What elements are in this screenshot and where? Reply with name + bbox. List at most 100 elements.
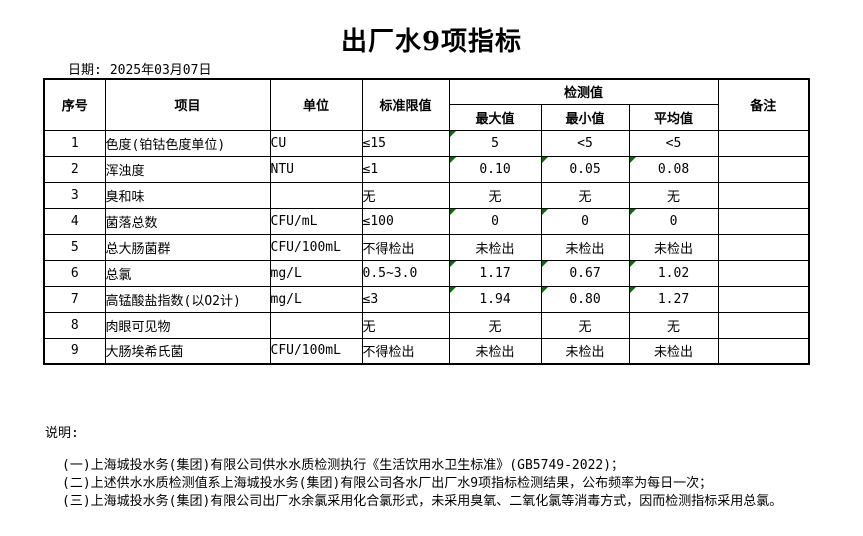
row-max-value-text: 未检出	[475, 241, 515, 257]
row-max-value-text: 0.10	[479, 161, 511, 177]
row-avg-value: 未检出	[628, 337, 719, 365]
row-seq-text: 9	[70, 343, 79, 359]
row-unit: mg/L	[269, 259, 363, 287]
row-max-value-text: 5	[491, 135, 499, 151]
text-number-flag-icon	[450, 209, 456, 215]
row-min-value-text: <5	[577, 135, 593, 151]
row-unit-text: CFU/mL	[270, 213, 318, 229]
row-max-value-text: 未检出	[475, 345, 515, 361]
row-seq-text: 1	[70, 135, 79, 151]
row-avg-value-text: 1.27	[657, 291, 690, 307]
row-limit-text: ≤15	[362, 135, 386, 151]
row-item-text: 总大肠菌群	[105, 241, 171, 257]
row-min-value-text: 0.05	[569, 161, 601, 177]
col-header-remark: 备注	[717, 78, 810, 131]
notes-heading: 说明:	[45, 426, 79, 441]
row-seq-text: 8	[70, 317, 79, 333]
row-seq: 7	[43, 285, 106, 313]
row-avg-value-text: 0.08	[657, 161, 690, 177]
col-header-max: 最大值	[448, 103, 542, 131]
row-seq: 3	[43, 181, 106, 209]
row-max-value-text: 无	[488, 319, 502, 335]
row-item-text: 大肠埃希氏菌	[105, 345, 184, 361]
row-avg-value: 未检出	[628, 233, 719, 261]
row-limit-text: 不得检出	[362, 345, 415, 361]
row-max-value: 未检出	[448, 337, 542, 365]
row-unit: CFU/100mL	[269, 337, 363, 365]
row-item-text: 总氯	[105, 267, 132, 283]
row-max-value: 1.94	[448, 285, 542, 313]
row-max-value: 未检出	[448, 233, 542, 261]
row-item-text: 菌落总数	[105, 215, 158, 231]
row-min-value: 未检出	[540, 337, 630, 365]
row-item: 高锰酸盐指数(以O2计)	[104, 285, 271, 313]
row-limit-text: 无	[362, 189, 376, 205]
text-number-flag-icon	[630, 157, 636, 163]
row-unit: CFU/mL	[269, 207, 363, 235]
row-limit-text: 0.5~3.0	[362, 265, 418, 281]
col-header-limit: 标准限值	[361, 78, 450, 131]
table-row: 6 总氯 mg/L 0.5~3.0 1.17 0.67 1.02	[43, 259, 810, 287]
text-number-flag-icon	[450, 287, 456, 293]
row-unit-text: NTU	[270, 161, 294, 177]
row-unit: NTU	[269, 155, 363, 183]
row-item: 总大肠菌群	[104, 233, 271, 261]
date-label: 日期:	[68, 63, 102, 78]
note-line: (二)上述供水水质检测值系上海城投水务(集团)有限公司各水厂出厂水9项指标检测结…	[62, 476, 713, 491]
row-limit: 不得检出	[361, 233, 450, 261]
row-limit: 0.5~3.0	[361, 259, 450, 287]
row-max-value-text: 1.17	[479, 265, 511, 281]
row-seq: 5	[43, 233, 106, 261]
row-avg-value-text: 1.02	[657, 265, 690, 281]
row-max-value: 0	[448, 207, 542, 235]
row-seq: 9	[43, 337, 106, 365]
row-unit-text: CFU/100mL	[270, 239, 341, 255]
table-row: 2 浑浊度 NTU ≤1 0.10 0.05 0.08	[43, 155, 810, 183]
row-remark	[717, 181, 810, 209]
row-item: 浑浊度	[104, 155, 271, 183]
table-row: 3 臭和味 无 无 无 无	[43, 181, 810, 209]
row-remark	[717, 337, 810, 365]
row-item: 菌落总数	[104, 207, 271, 235]
row-seq: 1	[43, 129, 106, 157]
row-remark	[717, 207, 810, 235]
row-item-text: 色度(铂钴色度单位)	[105, 137, 226, 153]
row-min-value-text: 无	[578, 189, 592, 205]
table-row: 9 大肠埃希氏菌 CFU/100mL 不得检出 未检出 未检出 未检出	[43, 337, 810, 365]
row-max-value: 无	[448, 311, 542, 339]
col-header-min: 最小值	[540, 103, 630, 131]
row-seq-text: 5	[70, 239, 79, 255]
row-seq: 2	[43, 155, 106, 183]
notes-section: 说明: (一)上海城投水务(集团)有限公司供水水质检测执行《生活饮用水卫生标准》…	[45, 422, 782, 511]
row-avg-value: 无	[628, 311, 719, 339]
text-number-flag-icon	[450, 157, 456, 163]
row-max-value: 1.17	[448, 259, 542, 287]
row-avg-value: 0.08	[628, 155, 719, 183]
text-number-flag-icon	[630, 261, 636, 267]
text-number-flag-icon	[450, 131, 456, 137]
table-row: 4 菌落总数 CFU/mL ≤100 0 0 0	[43, 207, 810, 235]
text-number-flag-icon	[542, 157, 548, 163]
row-remark	[717, 311, 810, 339]
row-seq-text: 3	[70, 187, 79, 203]
row-unit: mg/L	[269, 285, 363, 313]
row-limit: ≤1	[361, 155, 450, 183]
row-limit: ≤3	[361, 285, 450, 313]
row-limit-text: 无	[362, 319, 376, 335]
row-min-value: <5	[540, 129, 630, 157]
text-number-flag-icon	[630, 287, 636, 293]
row-unit	[269, 311, 363, 339]
col-header-unit: 单位	[269, 78, 363, 131]
col-header-seq: 序号	[43, 78, 106, 131]
row-remark	[717, 155, 810, 183]
row-min-value-text: 0.80	[569, 291, 601, 307]
row-limit-text: 不得检出	[362, 241, 415, 257]
indicators-table: 序号 项目 单位 标准限值 检测值 备注 最大值 最小值 平均值 1 色度(铂钴色…	[43, 78, 810, 365]
table-row: 5 总大肠菌群 CFU/100mL 不得检出 未检出 未检出 未检出	[43, 233, 810, 261]
row-item: 总氯	[104, 259, 271, 287]
row-min-value-text: 无	[578, 319, 592, 335]
row-seq-text: 2	[70, 161, 79, 177]
row-unit-text: mg/L	[270, 291, 302, 307]
row-max-value-text: 1.94	[479, 291, 511, 307]
col-header-item: 项目	[104, 78, 271, 131]
